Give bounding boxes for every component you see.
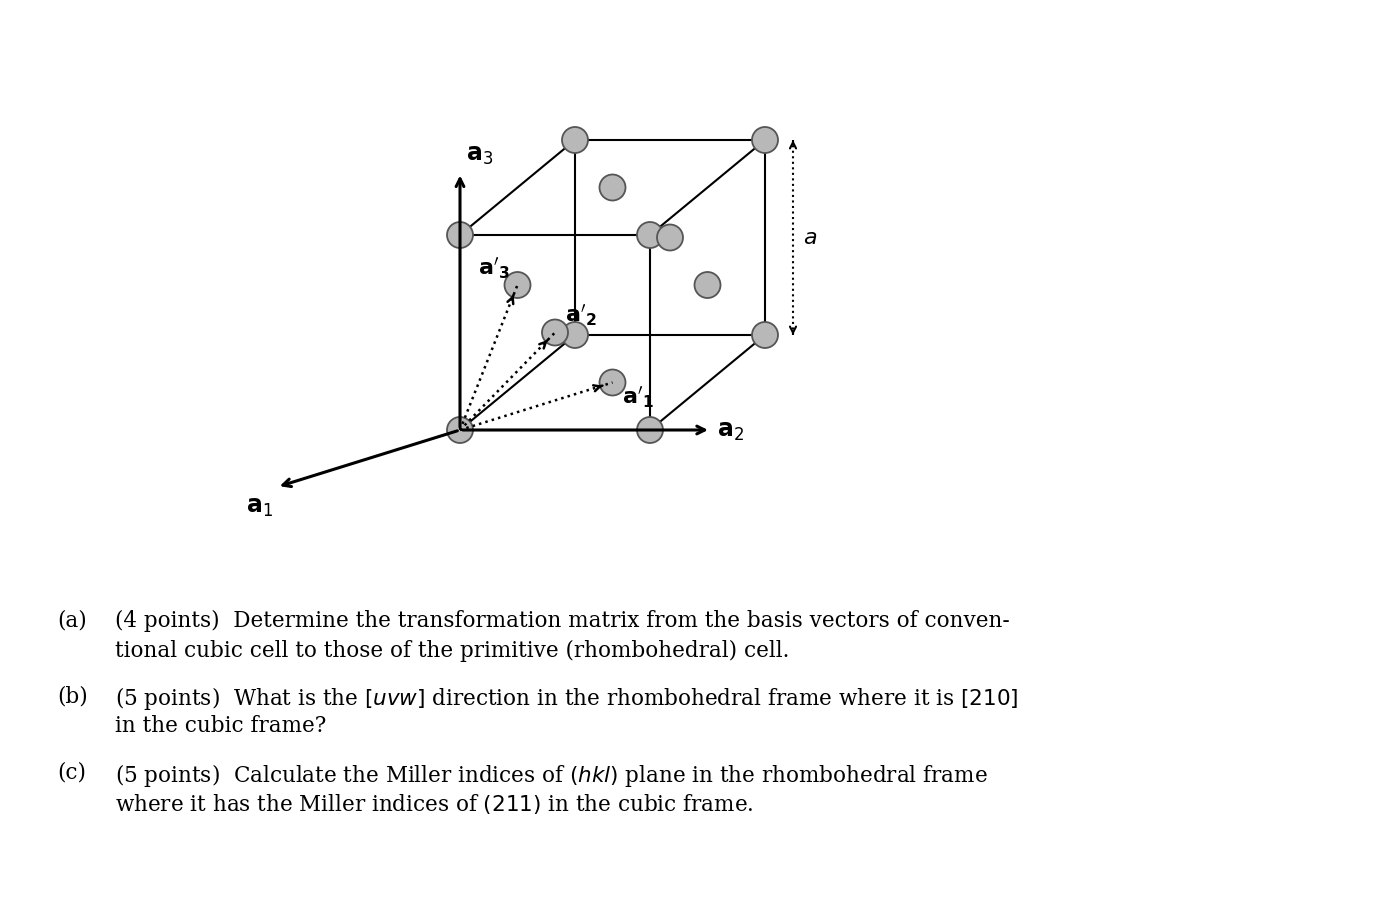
Text: (a): (a)	[57, 610, 87, 632]
Text: $\mathbf{a'_3}$: $\mathbf{a'_3}$	[477, 256, 509, 281]
Circle shape	[637, 417, 663, 443]
Circle shape	[543, 320, 567, 346]
Text: $a$: $a$	[803, 227, 817, 248]
Circle shape	[695, 272, 721, 298]
Circle shape	[637, 222, 663, 248]
Circle shape	[447, 222, 473, 248]
Circle shape	[562, 127, 588, 153]
Text: tional cubic cell to those of the primitive (rhombohedral) cell.: tional cubic cell to those of the primit…	[115, 640, 789, 662]
Text: (5 points)  Calculate the Miller indices of $(hkl)$ plane in the rhombohedral fr: (5 points) Calculate the Miller indices …	[115, 762, 988, 789]
Circle shape	[505, 272, 530, 298]
Circle shape	[657, 224, 682, 250]
Circle shape	[562, 322, 588, 348]
Text: $\mathbf{a}_1$: $\mathbf{a}_1$	[246, 495, 273, 519]
Text: where it has the Miller indices of $(211)$ in the cubic frame.: where it has the Miller indices of $(211…	[115, 792, 753, 816]
Circle shape	[447, 417, 473, 443]
Circle shape	[752, 322, 778, 348]
Circle shape	[599, 175, 626, 201]
Text: (b): (b)	[57, 685, 87, 707]
Circle shape	[599, 370, 626, 395]
Text: (5 points)  What is the $[uvw]$ direction in the rhombohedral frame where it is : (5 points) What is the $[uvw]$ direction…	[115, 685, 1019, 712]
Text: in the cubic frame?: in the cubic frame?	[115, 715, 327, 737]
Text: (c): (c)	[57, 762, 86, 784]
Text: $\mathbf{a'_1}$: $\mathbf{a'_1}$	[623, 384, 655, 410]
Text: $\mathbf{a'_2}$: $\mathbf{a'_2}$	[565, 303, 597, 328]
Text: $\mathbf{a}_2$: $\mathbf{a}_2$	[717, 419, 743, 443]
Text: (4 points)  Determine the transformation matrix from the basis vectors of conven: (4 points) Determine the transformation …	[115, 610, 1010, 632]
Text: $\mathbf{a}_3$: $\mathbf{a}_3$	[466, 142, 493, 166]
Circle shape	[752, 127, 778, 153]
